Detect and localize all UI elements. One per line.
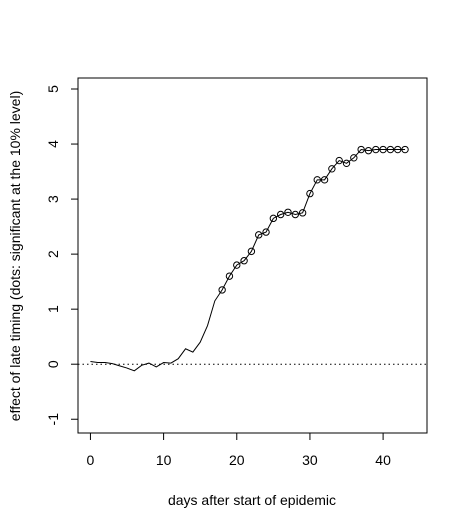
y-axis-title: effect of late timing (dots: significant…: [7, 91, 23, 421]
significant-point: [262, 228, 270, 236]
significance-points: [218, 145, 409, 294]
significant-point: [335, 156, 343, 165]
significant-point: [306, 189, 314, 198]
y-tick-label: 4: [45, 140, 61, 148]
x-axis-title: days after start of epidemic: [168, 492, 336, 508]
significant-point: [342, 159, 351, 168]
y-tick-label: -1: [45, 413, 61, 426]
y-tick-label: 1: [45, 305, 61, 313]
significant-point: [247, 247, 256, 256]
significant-point: [357, 145, 365, 154]
plot-frame: [77, 77, 428, 434]
significant-point: [225, 272, 234, 280]
significant-point: [401, 145, 409, 154]
significant-point: [284, 208, 292, 216]
effect-line: [90, 149, 406, 372]
significant-point: [218, 286, 226, 294]
significant-point: [364, 146, 373, 155]
y-tick-label: 0: [45, 360, 61, 368]
significant-point: [386, 145, 395, 154]
significant-point: [255, 231, 263, 239]
x-tick-label: 30: [302, 452, 318, 468]
y-tick-label: 2: [45, 250, 61, 258]
significant-point: [372, 145, 380, 154]
significant-point: [298, 209, 307, 217]
significant-point: [313, 176, 321, 184]
y-tick-label: 5: [45, 85, 61, 93]
significant-point: [350, 154, 358, 162]
significant-point: [240, 257, 248, 265]
x-tick-label: 40: [375, 452, 391, 468]
significant-point: [233, 261, 241, 269]
significant-point: [269, 214, 278, 223]
significant-point: [320, 176, 329, 184]
y-tick-label: 3: [45, 195, 61, 203]
x-tick-label: 0: [87, 452, 95, 468]
significant-point: [328, 165, 336, 173]
x-tick-label: 10: [156, 452, 172, 468]
x-tick-label: 20: [229, 452, 245, 468]
y-axis: -1 0 1 2 3 4 5: [45, 85, 78, 426]
significant-point: [291, 210, 299, 219]
x-axis: 0 10 20 30 40: [87, 433, 391, 468]
significant-point: [379, 145, 387, 154]
significant-point: [276, 210, 285, 219]
significant-point: [394, 145, 402, 154]
